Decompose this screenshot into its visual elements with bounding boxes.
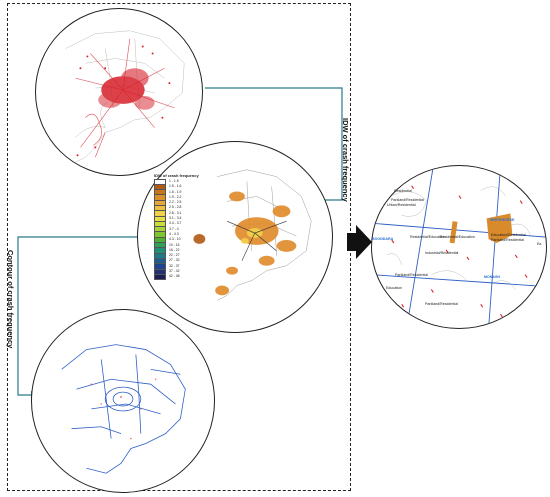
legend-title: IDW of crash frequency bbox=[154, 173, 199, 178]
legend-label: 2.5 - 2.8 bbox=[169, 205, 182, 210]
zoom-label-res-edu-1: Residential/Education bbox=[410, 235, 445, 239]
legend-label: 1.5 - 1.6 bbox=[169, 184, 182, 189]
zoom-label-parkland: Parkland/Residential bbox=[391, 198, 424, 202]
zoom-label-industrial: Industrial/Residential bbox=[425, 251, 459, 255]
legend-rows: 1 - 1.5 1.5 - 1.6 1.6 - 1.9 1.9 - 2.2 2.2 - … bbox=[154, 178, 210, 281]
zoom-label-parkland-res-2: Parkland/Residential bbox=[491, 238, 524, 242]
legend-label: 27 - 32 bbox=[169, 258, 180, 263]
landuse-patch-large bbox=[486, 213, 513, 244]
contour-map-drawing bbox=[61, 344, 186, 474]
zoom-arrow bbox=[347, 225, 372, 259]
legend-label: 2.2 - 2.5 bbox=[169, 200, 182, 205]
idw-map-drawing bbox=[193, 169, 312, 301]
legend-label: 1.6 - 1.9 bbox=[169, 189, 182, 194]
legend-label: 3.4 - 3.7 bbox=[169, 221, 182, 226]
zoom-detail-map bbox=[371, 165, 547, 329]
zoom-label-parkland-res-4: Parkland/Residential bbox=[425, 302, 458, 306]
legend-label: 42 - 48 bbox=[169, 274, 180, 279]
legend-label: 22 - 27 bbox=[169, 253, 180, 258]
legend-swatch bbox=[154, 273, 166, 281]
zoom-label-ea: Ea bbox=[537, 242, 542, 246]
crash-points-map bbox=[35, 8, 203, 176]
crash-cluster bbox=[98, 68, 155, 110]
legend-row: 42 - 48 bbox=[154, 273, 210, 281]
legend-label: 2.8 - 3.1 bbox=[169, 210, 182, 215]
legend-label: 32 - 37 bbox=[169, 263, 180, 268]
legend-label: 4 - 4.3 bbox=[169, 231, 179, 236]
legend-label: 1 - 1.5 bbox=[169, 178, 179, 183]
legend-label: 4.3 - 10 bbox=[169, 237, 181, 242]
zoom-label-boroondara: BOONDARA bbox=[372, 237, 394, 241]
legend-label: 10 - 16 bbox=[169, 242, 180, 247]
zoom-label-residential: Residential bbox=[394, 189, 412, 193]
legend-label: 37 - 42 bbox=[169, 268, 180, 273]
zoom-label-res-edu-2: Residential/Education bbox=[440, 235, 475, 239]
idw-connector-line bbox=[205, 87, 343, 201]
idw-legend: IDW of crash frequency 1 - 1.5 1.5 - 1.6 1… bbox=[154, 173, 210, 281]
contour-map bbox=[31, 309, 215, 493]
zoom-label-education: Education bbox=[386, 286, 402, 290]
legend-label: 3.7 - 4 bbox=[169, 226, 179, 231]
contour-arrow-label: Contour of crash frequency bbox=[6, 250, 15, 349]
contour-connector-line bbox=[17, 236, 137, 396]
landuse-patch-small bbox=[449, 221, 458, 244]
idw-arrow-label: IDW of crash frequency bbox=[341, 118, 350, 202]
legend-label: 16 - 22 bbox=[169, 247, 180, 252]
zoom-label-whitehorse: WHITEHORSE bbox=[490, 218, 515, 222]
zoom-label-edu-res: Education/Residential bbox=[491, 233, 526, 237]
legend-label: 3.1 - 3.4 bbox=[169, 216, 182, 221]
crash-points-map-drawing bbox=[50, 30, 185, 168]
zoom-label-parkland-res-3: Parkland/Residential bbox=[395, 273, 428, 277]
zoom-detail-drawing bbox=[372, 166, 546, 328]
zoom-label-monash: MONASH bbox=[484, 275, 500, 279]
idw-map bbox=[137, 141, 333, 333]
legend-label: 1.9 - 2.2 bbox=[169, 194, 182, 199]
zoom-label-urban: Urban/Residential bbox=[387, 203, 416, 207]
